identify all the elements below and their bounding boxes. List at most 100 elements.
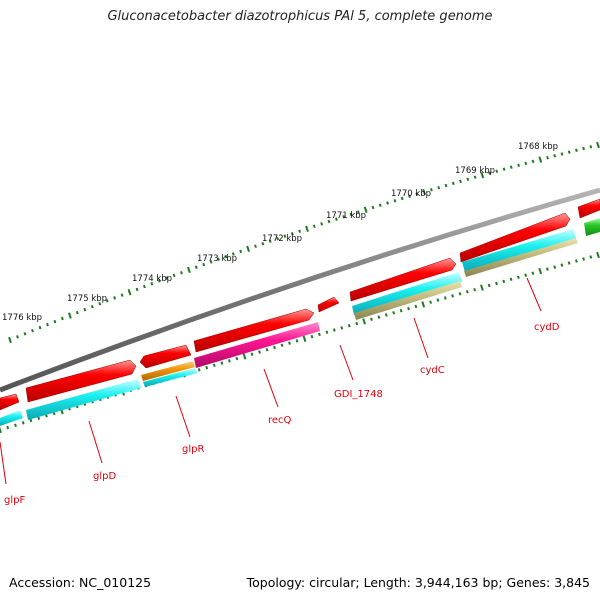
cog-feature-glpR-a[interactable] [141,361,195,381]
inner-minor-tick [317,332,321,337]
outer-major-tick [480,172,485,179]
gene-arrow-next[interactable] [577,198,600,219]
gene-label-glpF[interactable]: glpF [4,495,25,506]
inner-minor-tick [258,350,261,354]
inner-minor-tick [502,279,506,284]
gene-arrow-glpD[interactable] [25,359,137,403]
outer-minor-tick [560,152,564,156]
inner-minor-tick [399,308,403,313]
leader-line-cydC [413,317,429,359]
cog-feature-recQ[interactable] [194,322,320,368]
tick-labels: 1776 kbp 1775 kbp 1774 kbp 1773 kbp 1772 kbp… [2,142,558,323]
outer-minor-tick [429,188,433,192]
inner-minor-tick [582,257,586,261]
outer-minor-tick [90,304,94,309]
gene-label-GDI_1748[interactable]: GDI_1748 [334,389,383,400]
inner-minor-tick [553,265,557,269]
outer-minor-tick [342,215,346,219]
inner-minor-tick [377,315,381,319]
outer-major-tick [305,225,309,232]
gene-labels: glpF glpD glpR recQ GDI_1748 cydC cydD [0,277,560,506]
inner-minor-tick [407,306,410,311]
outer-minor-tick [283,234,287,238]
cog-feature-cydC[interactable] [352,272,462,315]
inner-minor-tick [516,275,520,280]
outer-minor-tick [327,219,331,224]
tick-label-1771: 1771 kbp [326,211,366,221]
leader-line-cydD [526,277,542,312]
gene-label-glpD[interactable]: glpD [93,471,116,482]
gene-arrow-glpR[interactable] [139,344,192,369]
outer-minor-tick [120,293,124,297]
gene-label-glpR[interactable]: glpR [182,444,204,455]
gene-arrow-glpF[interactable] [0,393,20,411]
outer-minor-tick [495,169,499,173]
inner-minor-tick [567,261,571,265]
inner-minor-tick [14,423,17,428]
tick-label-1770: 1770 kbp [391,189,431,199]
cog-feature-glpD[interactable] [26,379,141,420]
inner-minor-tick [545,267,549,271]
outer-minor-tick [524,161,528,166]
outer-tick-ring [8,141,600,344]
outer-minor-tick [165,276,169,280]
gene-arrow-cydC[interactable] [349,257,457,302]
inner-minor-tick [295,339,299,343]
gene-arrow-cydD[interactable] [459,212,571,263]
inner-minor-tick [273,345,276,350]
outer-minor-tick [150,281,154,286]
inner-minor-tick [531,271,535,275]
gene-label-cydD[interactable]: cydD [534,322,560,333]
inner-minor-tick [509,277,513,282]
genome-backbone [0,187,600,393]
tick-label-1776: 1776 kbp [2,313,42,323]
inner-minor-tick [310,334,314,339]
inner-major-tick [480,284,484,291]
tick-label-1774: 1774 kbp [132,274,172,284]
gene-arrow-GDI_1748[interactable] [317,296,340,313]
outer-minor-tick [239,249,243,254]
cog-feature-cydC-2[interactable] [354,281,462,320]
cog-track-2 [354,238,578,320]
gene-label-cydC[interactable]: cydC [420,365,445,376]
inner-minor-tick [473,287,477,292]
outer-minor-tick [320,222,324,226]
outer-minor-tick [157,279,161,283]
tick-label-1772: 1772 kbp [262,234,302,244]
outer-minor-tick [437,185,441,190]
inner-major-tick [0,426,2,434]
outer-minor-tick [231,252,235,256]
outer-minor-tick [451,181,455,186]
outer-minor-tick [574,148,578,153]
inner-minor-tick [495,281,498,286]
outer-minor-tick [466,177,470,182]
inner-minor-tick [429,300,433,304]
inner-minor-tick [21,421,25,425]
inner-minor-tick [250,352,254,356]
outer-major-tick [246,245,250,252]
topology-label: Topology: circular; Length: 3,944,163 bp… [246,575,590,590]
inner-minor-tick [414,304,418,309]
cog-feature-glpR-b[interactable] [143,368,197,387]
outer-minor-tick [459,179,462,184]
inner-minor-tick [370,317,373,322]
cog-feature-next[interactable] [584,218,600,236]
outer-minor-tick [473,175,477,179]
outer-major-tick [127,289,132,296]
cog-feature-cydD-2[interactable] [464,238,578,277]
map-title: Gluconacetobacter diazotrophicus PAl 5, … [107,9,493,24]
inner-major-tick [302,335,307,342]
outer-major-tick [8,336,12,344]
gene-label-recQ[interactable]: recQ [268,415,292,426]
cog-feature-cydD[interactable] [462,229,576,272]
outer-minor-tick [98,301,102,306]
inner-minor-tick [384,313,388,317]
cog-feature-glpF[interactable] [0,410,23,426]
tick-label-1769: 1769 kbp [455,166,495,176]
inner-major-tick [362,318,366,325]
inner-minor-tick [29,418,33,423]
inner-minor-tick [205,365,209,370]
gene-arrow-recQ[interactable] [193,308,315,353]
outer-minor-tick [202,262,206,267]
